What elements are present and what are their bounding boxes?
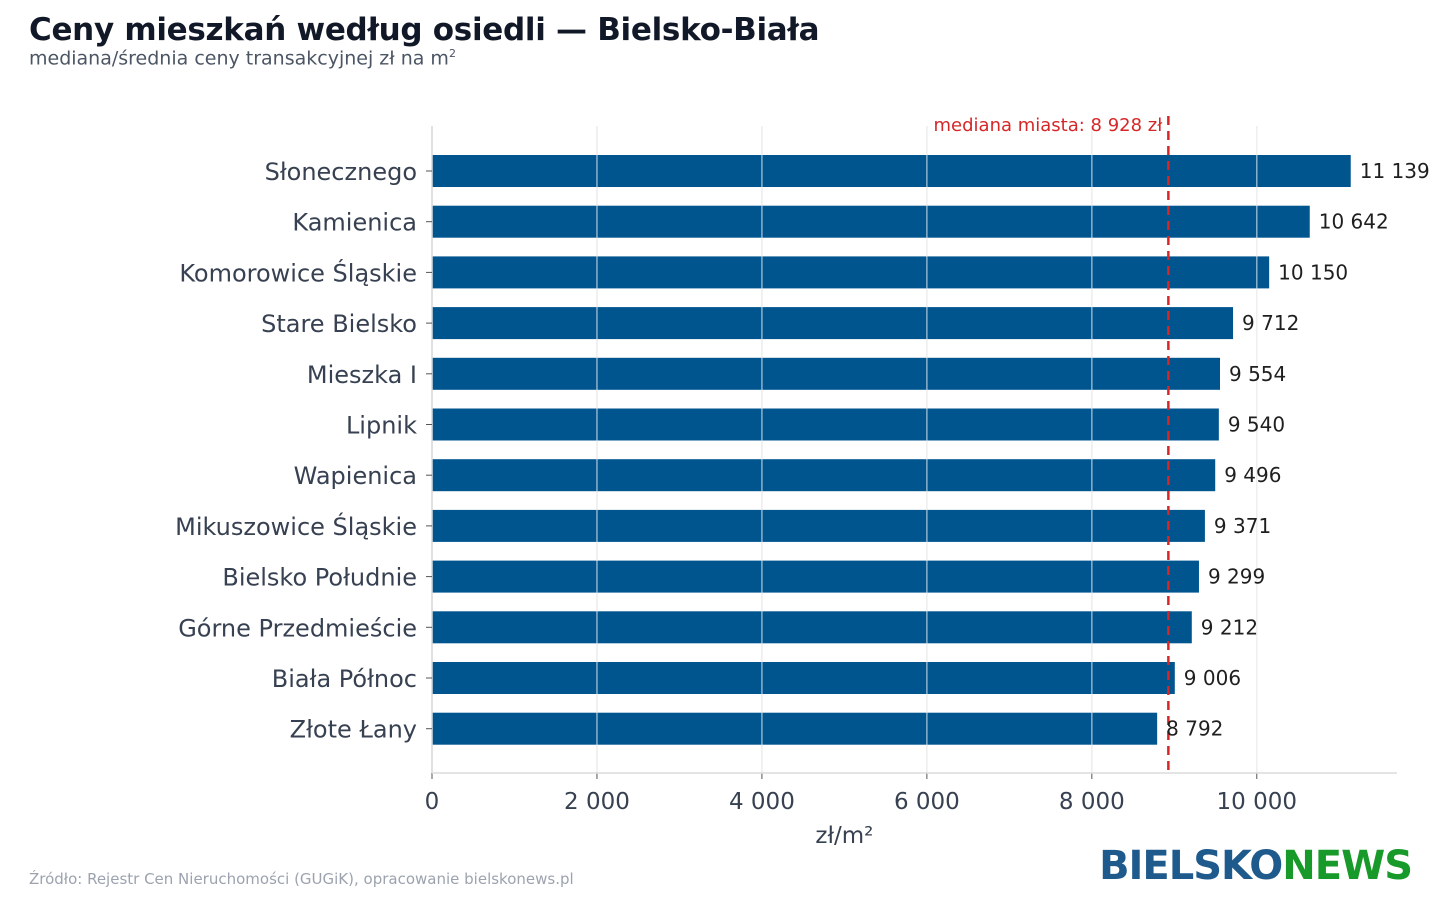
value-label: 9 554	[1229, 362, 1286, 386]
labels-layer: Słonecznego 11 139 Kamienica 10 642 Komorowi…	[175, 158, 1430, 744]
value-label: 11 139	[1360, 159, 1430, 183]
value-label: 10 150	[1278, 260, 1348, 284]
logo-part-1: BIELSKO	[1099, 843, 1283, 889]
median-layer: mediana miasta: 8 928 zł	[934, 115, 1170, 773]
median-label: mediana miasta: 8 928 zł	[934, 115, 1164, 136]
brand-logo: BIELSKONEWS	[1099, 843, 1413, 889]
category-label: Złote Łany	[290, 716, 417, 744]
category-label: Kamienica	[292, 209, 417, 237]
x-tick-label: 8 000	[1059, 789, 1125, 815]
category-label: Lipnik	[346, 412, 417, 440]
chart-subtitle: mediana/średnia ceny transakcyjnej zł na…	[29, 47, 456, 69]
category-label: Słonecznego	[265, 158, 417, 186]
value-label: 9 371	[1214, 514, 1271, 538]
value-label: 9 540	[1228, 413, 1285, 437]
value-label: 9 496	[1224, 463, 1281, 487]
bar	[432, 205, 1310, 238]
bar	[432, 611, 1192, 644]
bar	[432, 155, 1351, 187]
chart-title: Ceny mieszkań według osiedli — Bielsko-B…	[29, 12, 820, 48]
bar	[432, 560, 1199, 593]
x-tick-label: 10 000	[1217, 789, 1297, 815]
category-label: Mieszka I	[307, 361, 417, 389]
category-label: Komorowice Śląskie	[179, 257, 417, 287]
x-tick-label: 4 000	[729, 789, 795, 815]
subtitle-text: mediana/średnia ceny transakcyjnej zł na…	[29, 47, 449, 70]
bar	[432, 256, 1270, 289]
bar	[432, 712, 1158, 745]
logo-part-2: NEWS	[1282, 843, 1413, 889]
x-tick-label: 6 000	[894, 789, 960, 815]
x-tick-label: 0	[425, 789, 440, 815]
x-tick-label: 2 000	[564, 789, 630, 815]
bar	[432, 307, 1234, 340]
bar	[432, 509, 1205, 542]
bar	[432, 357, 1221, 390]
value-label: 9 006	[1184, 666, 1241, 690]
bar	[432, 459, 1216, 492]
bar	[432, 408, 1219, 441]
category-label: Mikuszowice Śląskie	[175, 511, 417, 541]
category-label: Stare Bielsko	[261, 310, 417, 338]
value-label: 9 712	[1242, 311, 1299, 335]
category-label: Wapienica	[294, 462, 417, 490]
x-axis-label: zł/m²	[815, 823, 873, 849]
value-label: 8 792	[1166, 717, 1223, 741]
category-label: Górne Przedmieście	[178, 614, 417, 642]
category-label: Biała Północ	[272, 665, 417, 693]
bar	[432, 662, 1175, 694]
subtitle-superscript: 2	[448, 47, 456, 60]
value-label: 9 299	[1208, 565, 1265, 589]
category-label: Bielsko Południe	[222, 564, 417, 592]
value-label: 9 212	[1201, 615, 1258, 639]
value-label: 10 642	[1319, 210, 1389, 234]
source-note: Źródło: Rejestr Cen Nieruchomości (GUGiK…	[29, 870, 574, 888]
axis-layer: 0 2 000 4 000 6 000 8 000 10 000 zł/m²	[425, 126, 1397, 849]
bars-layer	[432, 126, 1351, 773]
